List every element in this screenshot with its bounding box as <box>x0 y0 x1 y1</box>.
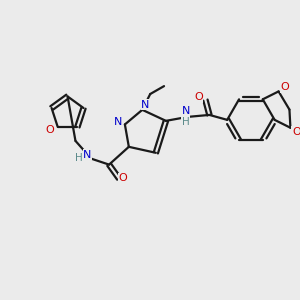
Text: N: N <box>182 106 190 116</box>
Text: N: N <box>141 100 149 110</box>
Text: O: O <box>280 82 289 92</box>
Text: H: H <box>75 153 82 163</box>
Text: O: O <box>45 125 54 135</box>
Text: O: O <box>292 127 300 137</box>
Text: O: O <box>118 173 127 183</box>
Text: N: N <box>83 150 92 160</box>
Text: H: H <box>182 117 190 127</box>
Text: O: O <box>194 92 203 102</box>
Text: N: N <box>114 118 122 128</box>
